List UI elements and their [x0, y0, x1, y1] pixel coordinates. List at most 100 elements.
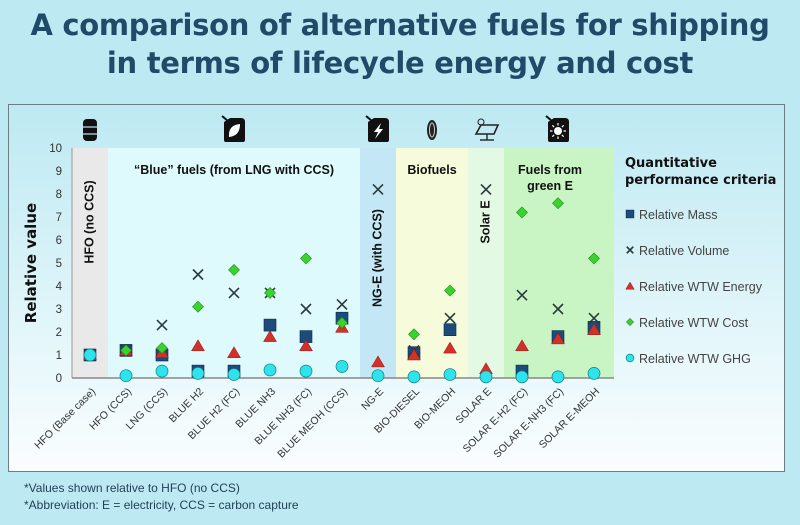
legend-marker	[625, 281, 635, 290]
legend-label: Relative Mass	[639, 208, 718, 222]
y-tick-label: 4	[56, 281, 63, 293]
legend-marker	[625, 209, 635, 219]
legend-label: Relative WTW Energy	[639, 280, 763, 294]
data-point-relative-wtw-ghg	[119, 369, 133, 383]
y-tick-label: 8	[56, 189, 62, 201]
data-point-relative-volume	[300, 303, 312, 315]
data-point-relative-wtw-ghg	[371, 369, 385, 383]
data-point-relative-wtw-cost	[336, 316, 348, 329]
data-point-relative-volume	[480, 183, 492, 195]
data-point-relative-wtw-cost	[228, 263, 240, 276]
data-point-relative-volume	[552, 303, 564, 315]
data-point-relative-wtw-ghg	[191, 367, 205, 380]
data-point-relative-wtw-ghg	[407, 370, 421, 384]
y-tick-label: 6	[56, 235, 62, 247]
data-point-relative-wtw-ghg	[443, 368, 457, 381]
data-point-relative-wtw-energy	[191, 339, 205, 352]
y-tick-label: 7	[56, 212, 62, 224]
group-band	[72, 148, 108, 378]
data-point-relative-wtw-cost	[444, 284, 456, 297]
x-tick-label: BLUE MEOH (CCS)	[275, 386, 350, 461]
leaf-fuel-can-icon	[221, 115, 245, 142]
y-tick-label: 3	[56, 304, 62, 316]
y-tick-label: 10	[49, 143, 62, 155]
y-tick-label: 5	[56, 258, 62, 270]
data-point-relative-wtw-energy	[371, 355, 385, 368]
data-point-relative-volume	[444, 312, 456, 324]
group-label: NG-E (with CCS)	[370, 209, 384, 307]
data-point-relative-volume	[336, 298, 348, 310]
data-point-relative-volume	[372, 183, 384, 195]
legend-marker	[626, 318, 634, 326]
footnote-2: *Abbreviation: E = electricity, CCS = ca…	[24, 498, 299, 512]
y-tick-label: 1	[56, 350, 62, 362]
data-point-relative-wtw-cost	[552, 197, 564, 210]
data-point-relative-wtw-cost	[156, 342, 168, 355]
footnotes: *Values shown relative to HFO (no CCS) *…	[24, 480, 299, 514]
data-point-relative-wtw-cost	[516, 206, 528, 219]
data-point-relative-wtw-ghg	[335, 360, 349, 373]
group-label: Biofuels	[407, 163, 456, 177]
data-point-relative-wtw-ghg	[155, 364, 169, 378]
group-band	[108, 148, 360, 378]
y-axis-label: Relative value	[22, 203, 40, 323]
data-point-relative-volume	[228, 287, 240, 299]
group-band	[396, 148, 468, 378]
data-point-relative-volume	[516, 289, 528, 301]
data-point-relative-mass	[263, 318, 277, 332]
x-tick-label: SOLAR E-H2 (FC)	[461, 386, 531, 456]
y-tick-label: 2	[56, 327, 62, 339]
group-band	[468, 148, 504, 378]
corn-icon	[427, 120, 437, 140]
data-point-relative-wtw-ghg	[227, 368, 241, 381]
page-title: A comparison of alternative fuels for sh…	[0, 6, 800, 82]
data-point-relative-wtw-cost	[192, 300, 204, 313]
lightning-fuel-can-icon	[365, 115, 389, 142]
y-tick-label: 9	[56, 166, 62, 178]
data-point-relative-wtw-ghg	[515, 370, 529, 384]
data-point-relative-wtw-cost	[300, 252, 312, 265]
data-point-relative-volume	[588, 312, 600, 324]
data-point-relative-wtw-cost	[408, 328, 420, 341]
data-point-relative-mass	[443, 323, 457, 337]
legend-marker	[626, 246, 634, 254]
x-tick-label: HFO (Base case)	[32, 386, 98, 452]
data-point-relative-wtw-energy	[515, 339, 529, 352]
data-point-relative-wtw-ghg	[83, 348, 97, 362]
group-label: green E	[527, 179, 573, 193]
data-point-relative-wtw-cost	[264, 286, 276, 299]
legend-title: Quantitative	[625, 156, 717, 171]
title-line-1: A comparison of alternative fuels for sh…	[30, 8, 770, 42]
group-label: HFO (no CCS)	[82, 180, 96, 263]
group-label: Fuels from	[518, 163, 582, 177]
sun-fuel-can-icon	[545, 115, 569, 142]
data-point-relative-wtw-ghg	[587, 367, 601, 380]
data-point-relative-wtw-ghg	[299, 364, 313, 378]
data-point-relative-wtw-energy	[263, 330, 277, 342]
legend-label: Relative Volume	[639, 244, 729, 258]
legend-title: performance criteria	[625, 173, 776, 188]
data-point-relative-wtw-ghg	[551, 370, 565, 384]
data-point-relative-volume	[192, 268, 204, 281]
data-point-relative-volume	[156, 319, 168, 331]
title-line-2: in terms of lifecycle energy and cost	[106, 46, 694, 80]
group-band	[360, 148, 396, 378]
legend-label: Relative WTW Cost	[639, 316, 749, 330]
group-label: “Blue” fuels (from LNG with CCS)	[134, 163, 334, 177]
data-point-relative-wtw-ghg	[479, 370, 493, 384]
data-point-relative-wtw-energy	[299, 339, 313, 352]
data-point-relative-wtw-cost	[588, 252, 600, 265]
legend-label: Relative WTW GHG	[639, 352, 751, 366]
data-point-relative-wtw-cost	[120, 344, 132, 357]
data-point-relative-wtw-ghg	[263, 363, 277, 377]
x-tick-label: NG-E	[359, 386, 386, 413]
footnote-1: *Values shown relative to HFO (no CCS)	[24, 481, 240, 495]
data-point-relative-wtw-energy	[407, 348, 421, 361]
oil-barrel-icon	[83, 119, 97, 141]
data-point-relative-wtw-energy	[551, 332, 565, 345]
data-point-relative-wtw-energy	[443, 341, 457, 354]
solar-panel-icon	[474, 118, 500, 141]
legend-marker	[625, 353, 635, 363]
data-point-relative-wtw-energy	[227, 346, 241, 358]
